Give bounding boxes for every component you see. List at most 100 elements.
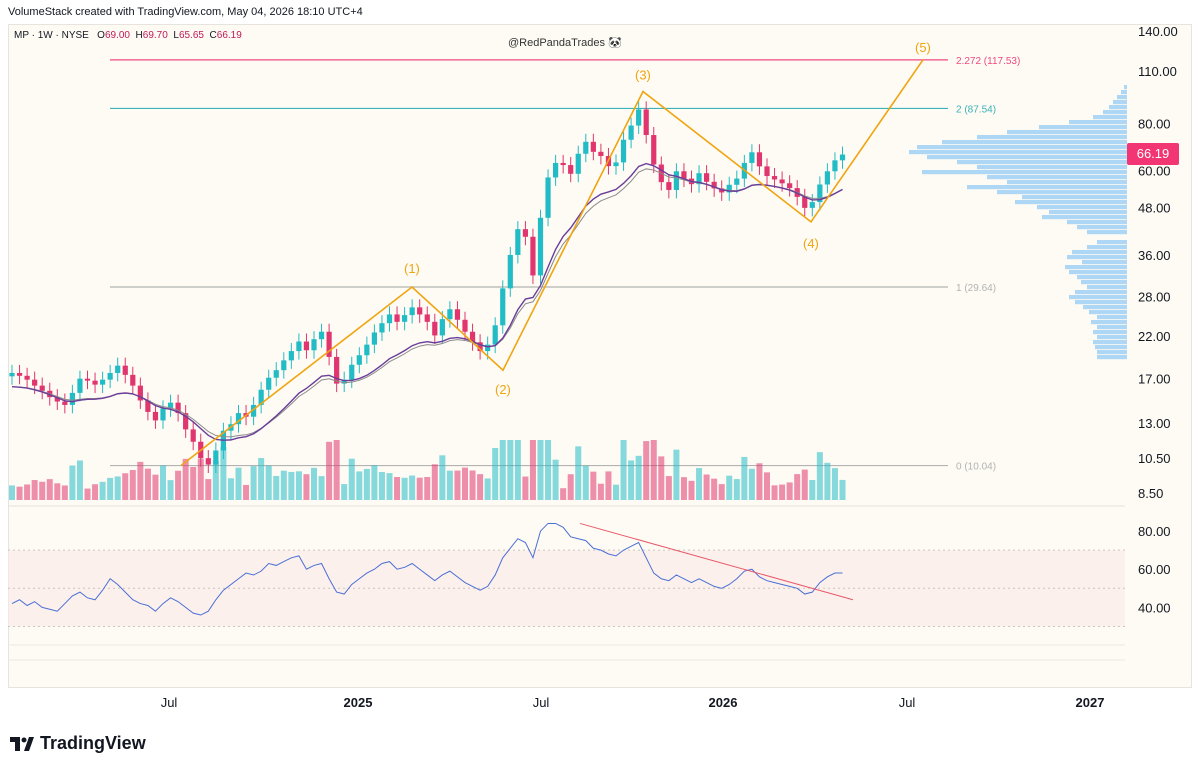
candle-body[interactable] <box>273 370 279 378</box>
candle-body[interactable] <box>349 364 355 380</box>
tradingview-logo[interactable]: TradingView <box>10 733 146 754</box>
candle-body[interactable] <box>183 413 189 430</box>
candle-body[interactable] <box>598 151 604 157</box>
candle-body[interactable] <box>371 332 377 345</box>
candle-body[interactable] <box>651 135 657 165</box>
candle-body[interactable] <box>100 379 106 385</box>
candle-body[interactable] <box>590 141 596 152</box>
candle-body[interactable] <box>643 109 649 136</box>
candle-body[interactable] <box>62 401 68 405</box>
candle-body[interactable] <box>409 307 415 316</box>
symbol-label[interactable]: MP · 1W · NYSE <box>14 30 89 41</box>
candle-body[interactable] <box>92 380 98 385</box>
candle-body[interactable] <box>251 404 257 417</box>
candle-body[interactable] <box>545 177 551 218</box>
candle-body[interactable] <box>575 153 581 174</box>
candle-body[interactable] <box>281 360 287 371</box>
candle-body[interactable] <box>583 141 589 154</box>
candle-body[interactable] <box>764 166 770 177</box>
candle-body[interactable] <box>726 184 732 193</box>
candle-body[interactable] <box>613 162 619 167</box>
candle-body[interactable] <box>122 365 128 375</box>
candle-body[interactable] <box>130 374 136 386</box>
candle-body[interactable] <box>137 385 143 401</box>
candle-body[interactable] <box>386 314 393 324</box>
candle-body[interactable] <box>107 372 113 380</box>
candle-body[interactable] <box>787 183 793 189</box>
candle-body[interactable] <box>779 179 785 184</box>
candle-body[interactable] <box>560 162 566 166</box>
candle-body[interactable] <box>673 171 679 190</box>
candle-body[interactable] <box>515 229 521 255</box>
candle-body[interactable] <box>334 356 340 384</box>
candle-body[interactable] <box>620 139 627 163</box>
candle-body[interactable] <box>447 309 453 320</box>
candle-body[interactable] <box>636 109 642 126</box>
candle-body[interactable] <box>341 379 347 384</box>
candle-body[interactable] <box>145 400 151 412</box>
candle-body[interactable] <box>711 181 717 189</box>
candle-body[interactable] <box>628 125 634 140</box>
candle-body[interactable] <box>469 331 476 343</box>
candle-body[interactable] <box>537 217 544 276</box>
candle-body[interactable] <box>681 171 687 179</box>
candle-body[interactable] <box>152 411 159 421</box>
candle-body[interactable] <box>500 288 506 326</box>
candle-body[interactable] <box>402 315 408 322</box>
candle-body[interactable] <box>16 372 23 376</box>
candle-body[interactable] <box>454 309 461 320</box>
candle-body[interactable] <box>704 173 710 182</box>
candle-body[interactable] <box>167 402 174 409</box>
candle-body[interactable] <box>439 319 445 336</box>
candle-body[interactable] <box>205 458 211 465</box>
candle-body[interactable] <box>696 173 702 185</box>
candle-body[interactable] <box>394 314 400 322</box>
candle-body[interactable] <box>802 196 808 208</box>
candle-body[interactable] <box>115 365 121 373</box>
candle-body[interactable] <box>666 182 672 190</box>
candle-body[interactable] <box>364 344 370 356</box>
candle-body[interactable] <box>379 323 385 333</box>
candle-body[interactable] <box>432 321 438 336</box>
candle-body[interactable] <box>485 344 491 352</box>
candle-body[interactable] <box>288 351 294 361</box>
candle-body[interactable] <box>424 314 430 322</box>
candle-body[interactable] <box>266 377 272 390</box>
candle-body[interactable] <box>749 152 755 163</box>
candle-body[interactable] <box>809 202 815 208</box>
candle-body[interactable] <box>54 397 60 402</box>
candle-body[interactable] <box>568 165 574 174</box>
candle-body[interactable] <box>39 385 45 391</box>
candle-body[interactable] <box>296 341 302 352</box>
candle-body[interactable] <box>417 307 423 315</box>
candle-body[interactable] <box>553 162 559 178</box>
candle-body[interactable] <box>734 178 740 185</box>
candle-body[interactable] <box>77 378 83 393</box>
candle-body[interactable] <box>492 325 498 345</box>
candle-body[interactable] <box>235 413 242 425</box>
candle-body[interactable] <box>771 176 778 180</box>
candle-body[interactable] <box>175 402 181 414</box>
candle-body[interactable] <box>326 331 332 357</box>
candle-body[interactable] <box>522 229 528 237</box>
candle-body[interactable] <box>507 254 513 289</box>
candle-body[interactable] <box>824 171 830 185</box>
candle-body[interactable] <box>462 319 468 332</box>
candle-body[interactable] <box>32 379 38 386</box>
candle-body[interactable] <box>356 355 362 365</box>
candle-body[interactable] <box>832 160 838 172</box>
candle-body[interactable] <box>303 341 310 351</box>
candle-body[interactable] <box>477 342 483 352</box>
candle-body[interactable] <box>24 375 30 380</box>
candle-body[interactable] <box>311 339 317 351</box>
candle-body[interactable] <box>318 331 325 340</box>
candle-body[interactable] <box>756 152 763 167</box>
candle-body[interactable] <box>530 236 536 276</box>
candle-body[interactable] <box>69 392 75 405</box>
candle-body[interactable] <box>190 429 196 442</box>
candle-body[interactable] <box>84 378 91 381</box>
candle-body[interactable] <box>213 450 219 465</box>
candle-body[interactable] <box>9 372 15 377</box>
candle-body[interactable] <box>817 184 823 203</box>
